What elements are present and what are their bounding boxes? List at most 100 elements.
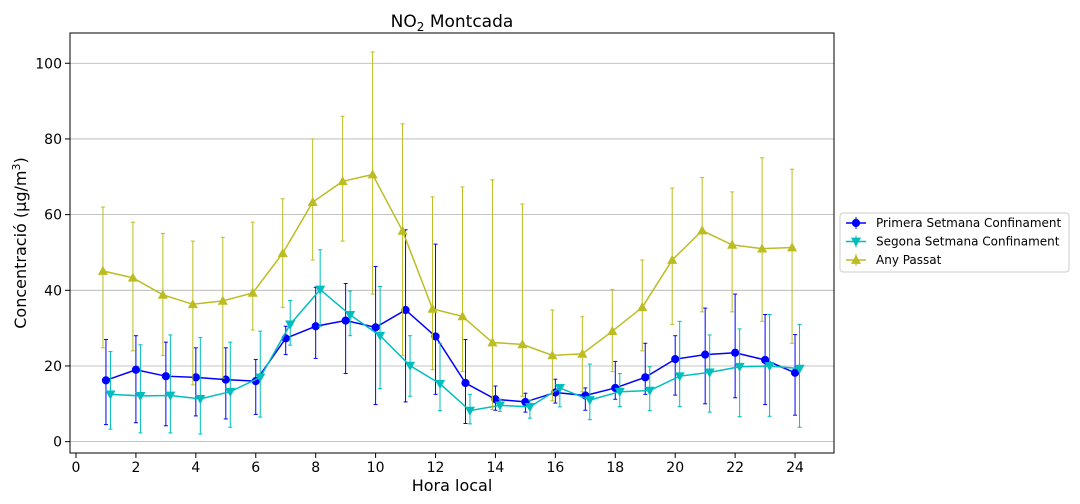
data-point [794,364,805,374]
data-point [431,332,440,341]
data-point [464,406,476,416]
data-point [554,384,565,394]
data-point [607,325,618,336]
data-point [760,355,770,365]
data-point [371,323,380,332]
chart-title: NO2 Montcada [391,12,514,34]
data-point [457,311,468,321]
legend-swatch-marker [850,237,862,247]
data-point [165,391,176,401]
x-tick-label: 0 [72,460,81,476]
series-3 [97,51,798,410]
data-point [697,225,708,235]
plot-frame [69,32,835,454]
data-point [547,350,558,360]
legend-swatch-marker [850,254,862,264]
data-point [405,361,416,371]
legend-label: Primera Setmana Confinament [876,216,1062,230]
data-point [494,401,505,411]
x-tick-label: 8 [311,460,320,476]
data-point [641,373,650,382]
data-point [225,387,236,397]
data-point [701,350,710,359]
x-tick-label: 14 [487,460,505,476]
data-point [105,390,116,400]
data-point [131,365,141,374]
series-layer [97,51,805,435]
data-point [135,392,146,402]
x-axis-title: Hora local [412,476,493,495]
series-line [110,288,800,412]
data-point [577,348,588,358]
x-tick-label: 12 [427,460,445,476]
y-tick-label: 100 [35,56,62,72]
data-point [461,378,470,388]
data-point [757,243,768,253]
data-point [427,303,438,313]
data-point [315,285,326,295]
x-tick-label: 24 [786,460,804,476]
data-point [191,373,200,382]
legend-item: Segona Setmana Confinament [846,235,1060,249]
x-tick-label: 18 [606,460,624,476]
data-point [614,387,625,397]
y-axis-title: Concentració (µg/m3) [10,157,30,328]
series-line [102,173,793,357]
legend: Primera Setmana Confinament Segona Setman… [839,212,1070,273]
data-point [307,196,318,206]
x-tick-label: 6 [251,460,260,476]
y-tick-label: 80 [44,132,62,148]
data-point [255,373,266,383]
data-point [277,247,288,258]
data-point [434,379,446,389]
data-point [644,386,655,396]
x-tick-label: 16 [546,460,564,476]
data-point [345,311,356,321]
legend-item: Primera Setmana Confinament [846,216,1062,230]
data-point [731,348,740,357]
legend-item: Any Passat [846,253,942,267]
data-point [97,265,109,275]
data-point [157,289,168,299]
data-point [367,169,378,179]
data-point [187,299,198,309]
y-tick-label: 0 [53,435,62,451]
data-point [401,305,410,315]
data-point [764,362,775,372]
y-tick-label: 60 [44,208,62,224]
y-tick-label: 20 [44,359,62,375]
data-point [787,242,798,252]
data-point [337,176,348,186]
data-point [217,295,228,305]
series-2 [105,249,805,435]
x-tick-label: 22 [726,460,744,476]
legend-label: Any Passat [876,253,942,267]
data-point [584,396,595,406]
data-point [195,395,206,405]
legend-frame [839,212,1070,273]
x-tick-label: 20 [666,460,684,476]
data-point [734,362,745,372]
data-point [671,355,680,364]
data-point [397,225,408,235]
data-point [487,337,498,347]
x-tick-label: 10 [367,460,385,476]
data-point [101,376,111,385]
y-tick-label: 40 [44,283,62,299]
data-point [704,368,715,378]
x-tick-label: 4 [191,460,200,476]
legend-label: Segona Setmana Confinament [876,235,1060,249]
data-point [674,372,685,382]
legend-swatch-marker [851,218,861,228]
x-tick-label: 2 [131,460,140,476]
data-point [341,316,350,325]
data-point [790,368,800,377]
data-point [524,402,535,413]
data-point [517,339,528,349]
grid [70,62,834,443]
data-point [727,239,738,249]
data-point [667,254,678,264]
data-point [127,272,138,282]
